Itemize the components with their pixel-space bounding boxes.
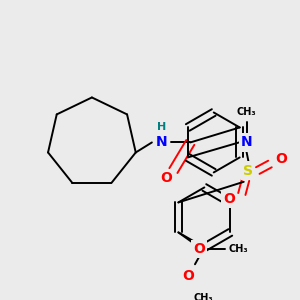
Text: N: N bbox=[155, 135, 167, 149]
Text: O: O bbox=[160, 171, 172, 185]
Text: O: O bbox=[275, 152, 287, 166]
Text: CH₃: CH₃ bbox=[229, 244, 248, 254]
Text: O: O bbox=[182, 268, 194, 283]
Text: N: N bbox=[241, 135, 252, 149]
Text: O: O bbox=[193, 242, 205, 256]
Text: H: H bbox=[157, 122, 166, 133]
Text: CH₃: CH₃ bbox=[237, 107, 256, 118]
Text: CH₃: CH₃ bbox=[194, 293, 213, 300]
Text: S: S bbox=[243, 164, 254, 178]
Text: O: O bbox=[223, 192, 235, 206]
